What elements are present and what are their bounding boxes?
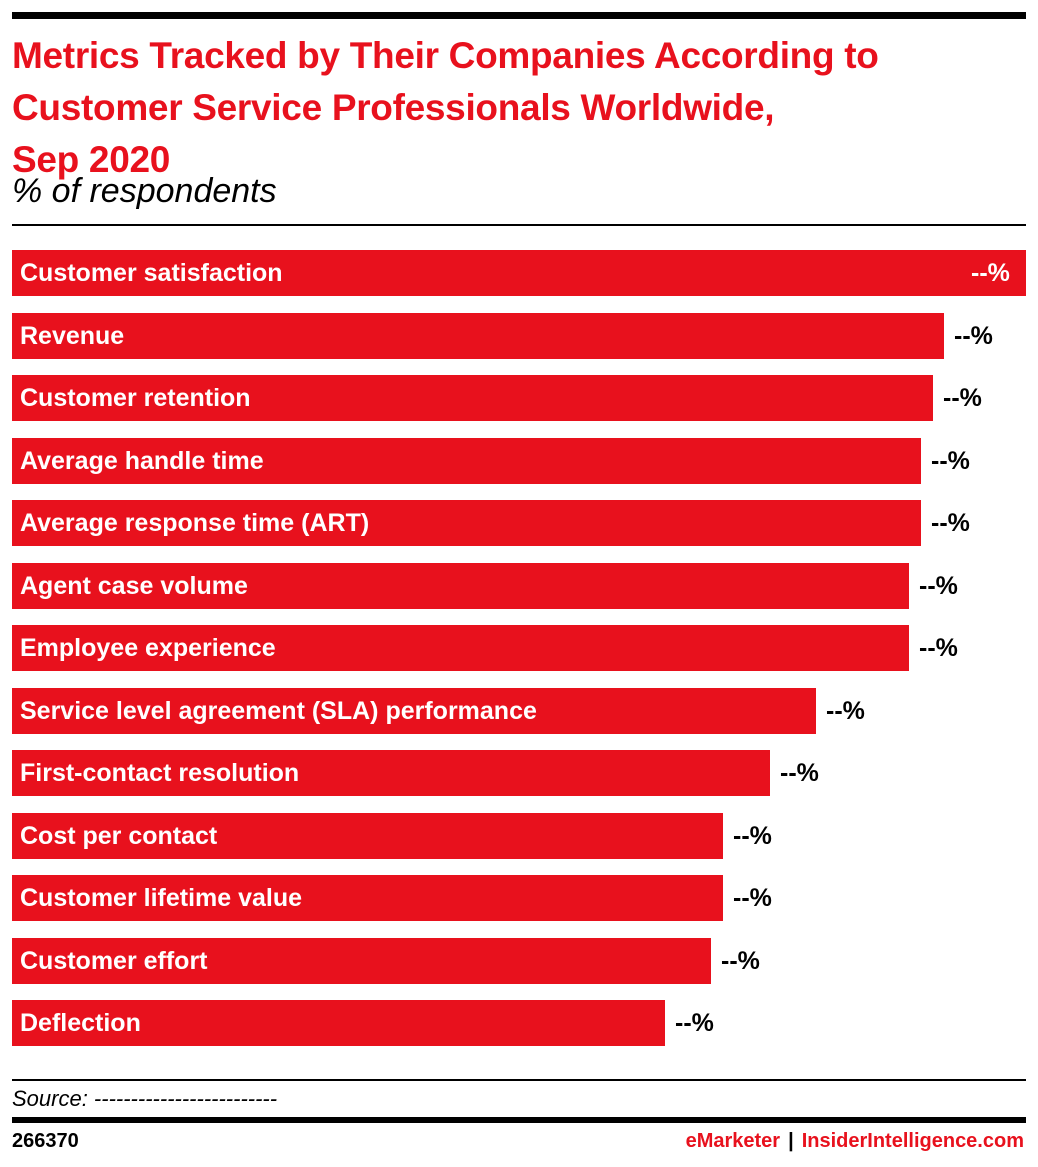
bar-category-label: Revenue <box>20 322 125 350</box>
bar <box>12 875 723 921</box>
bar <box>12 500 921 546</box>
bar-category-label: Deflection <box>20 1009 141 1037</box>
bar-value-label: --% <box>675 1009 714 1037</box>
chart-title: Metrics Tracked by Their Companies Accor… <box>12 30 1022 186</box>
bar-value-label: --% <box>931 509 970 537</box>
subtitle-rule <box>12 224 1026 226</box>
bar <box>12 813 723 859</box>
bar <box>12 438 921 484</box>
bar <box>12 375 933 421</box>
bar-category-label: Service level agreement (SLA) performanc… <box>20 697 537 725</box>
bar-category-label: Average handle time <box>20 447 264 475</box>
emarketer-brand: eMarketer <box>685 1130 781 1152</box>
bar-category-label: First-contact resolution <box>20 759 300 787</box>
bar <box>12 625 909 671</box>
bottom-rule <box>12 1117 1026 1123</box>
bar <box>12 938 711 984</box>
bar <box>12 250 1026 296</box>
bar-value-label: --% <box>931 447 970 475</box>
bar <box>12 563 909 609</box>
bar-category-label: Customer retention <box>20 384 251 412</box>
bar-category-label: Cost per contact <box>20 822 218 850</box>
bar-value-label: --% <box>780 759 819 787</box>
bar-category-label: Agent case volume <box>20 572 248 600</box>
bar-category-label: Average response time (ART) <box>20 509 370 537</box>
bar-value-label: --% <box>943 384 982 412</box>
chart-title-line-3: Sep 2020 <box>12 139 171 180</box>
chart-title-line-1: Metrics Tracked by Their Companies Accor… <box>12 35 879 76</box>
bar-value-label: --% <box>733 884 772 912</box>
bar-category-label: Customer lifetime value <box>20 884 303 912</box>
bar-value-label: --% <box>826 697 865 725</box>
bar <box>12 750 770 796</box>
bar-value-label: --% <box>919 634 958 662</box>
chart-subtitle: % of respondents <box>12 172 277 210</box>
bar-value-label: --% <box>971 259 1010 287</box>
chart-id: 266370 <box>12 1130 79 1152</box>
brand-footer: eMarketer | InsiderIntelligence.com <box>686 1130 1024 1153</box>
bar-value-label: --% <box>721 947 760 975</box>
bar <box>12 313 944 359</box>
bar-category-label: Customer satisfaction <box>20 259 283 287</box>
brand-separator: | <box>788 1130 794 1152</box>
bar <box>12 688 816 734</box>
bar-value-label: --% <box>733 822 772 850</box>
bar-category-label: Employee experience <box>20 634 276 662</box>
bar <box>12 1000 665 1046</box>
source-rule <box>12 1079 1026 1081</box>
bar-category-label: Customer effort <box>20 947 208 975</box>
top-rule <box>12 12 1026 19</box>
chart-title-line-2: Customer Service Professionals Worldwide… <box>12 87 775 128</box>
insider-intelligence-link[interactable]: InsiderIntelligence.com <box>801 1130 1024 1152</box>
bar-value-label: --% <box>954 322 993 350</box>
bar-value-label: --% <box>919 572 958 600</box>
bar-chart: Customer satisfaction --% Revenue --% Custom… <box>12 250 1026 1060</box>
source-note: Source: ------------------------- <box>12 1086 278 1111</box>
